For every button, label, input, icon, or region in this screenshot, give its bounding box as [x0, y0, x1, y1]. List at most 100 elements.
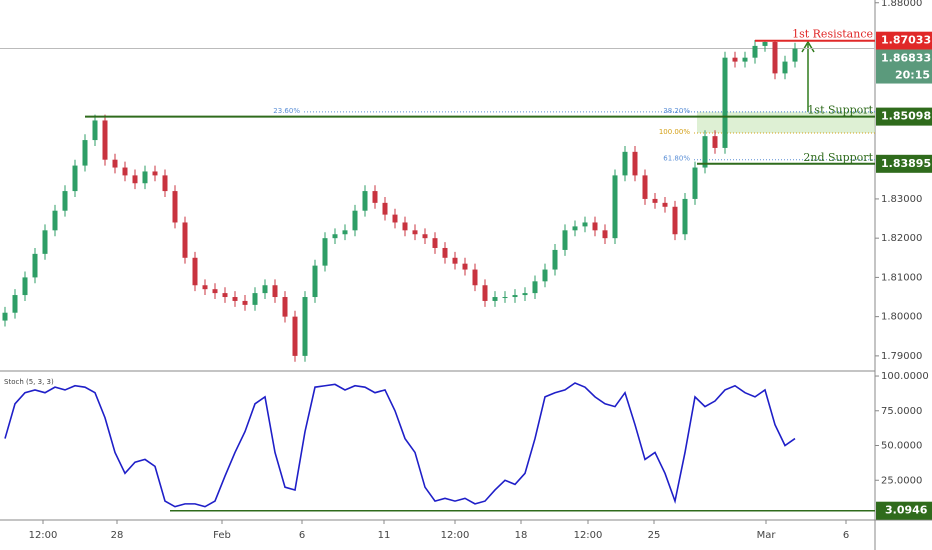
candle-body [522, 293, 528, 296]
fib-label: 100.00% [659, 128, 690, 136]
marker-label: 3.0946 [885, 504, 928, 517]
x-tick-label: 11 [378, 530, 391, 541]
price-box [876, 31, 932, 50]
price-box [876, 107, 932, 126]
candle-body [602, 230, 608, 239]
candle-body [762, 41, 768, 46]
y-tick-label: 75.0000 [881, 406, 922, 417]
y-tick-label: 1.82000 [881, 233, 922, 244]
y-tick-label: 25.0000 [881, 475, 922, 486]
candle-body [52, 210, 58, 231]
x-tick-label: 6 [843, 530, 849, 541]
candle-body [432, 238, 438, 248]
price-box [876, 154, 932, 173]
candle-body [152, 171, 158, 176]
candle-body [502, 297, 508, 299]
candle-body [752, 45, 758, 58]
candle-body [222, 293, 228, 298]
candle-body [582, 222, 588, 227]
candle-body [772, 41, 778, 74]
candle-body [392, 214, 398, 223]
x-tick-label: 12:00 [441, 530, 470, 541]
candle-body [132, 175, 138, 184]
indicator-title: Stoch (5, 3, 3) [4, 378, 54, 386]
y-tick-label: 50.0000 [881, 441, 922, 452]
candle-body [92, 120, 98, 141]
candle-body [252, 293, 258, 305]
candle-body [122, 167, 128, 176]
fib-label: 23.60% [273, 107, 300, 115]
candle-body [702, 136, 708, 168]
candle-body [272, 285, 278, 298]
candle-body [412, 230, 418, 235]
x-tick-label: 12:00 [29, 530, 58, 541]
candle-body [642, 175, 648, 199]
candle-body [182, 222, 188, 258]
candle-body [2, 312, 8, 321]
candle-body [352, 210, 358, 231]
fib-label: 38.20% [663, 107, 690, 115]
candle-body [682, 198, 688, 235]
candle-body [612, 175, 618, 239]
x-tick-label: Feb [213, 530, 231, 541]
price-box-label: 1.87033 [881, 34, 931, 47]
stoch-line [4, 382, 796, 508]
x-tick-label: 25 [648, 530, 661, 541]
candle-body [112, 159, 118, 168]
candle-body [792, 48, 798, 62]
x-tick-label: 6 [299, 530, 305, 541]
candle-body [482, 285, 488, 301]
candle-body [402, 222, 408, 231]
candle-body [362, 191, 368, 211]
candle-body [82, 140, 88, 166]
candle-body [422, 234, 428, 239]
candle-body [572, 226, 578, 231]
candle-body [532, 281, 538, 294]
candle-body [322, 238, 328, 266]
candle-body [382, 202, 388, 215]
candle-body [202, 285, 208, 290]
candle-body [72, 165, 78, 192]
candle-body [292, 316, 298, 356]
candle-body [142, 171, 148, 184]
candle-body [212, 289, 218, 294]
candle-body [162, 175, 168, 192]
candle-body [652, 198, 658, 203]
candle-body [262, 285, 268, 294]
candle-body [312, 265, 318, 298]
fib-label: 61.80% [663, 155, 690, 163]
marker-box [876, 501, 932, 520]
candle-body [302, 297, 308, 356]
level-name: 2nd Support [803, 151, 873, 164]
level-name: 1st Resistance [792, 28, 873, 41]
y-tick-label: 1.88000 [881, 0, 922, 9]
candle-body [232, 297, 238, 301]
last-price-label: 1.86833 [881, 52, 931, 65]
candle-body [562, 230, 568, 250]
countdown: 20:15 [895, 69, 930, 82]
candle-body [22, 277, 28, 296]
candle-body [32, 253, 38, 278]
candle-body [512, 295, 518, 298]
candle-body [12, 295, 18, 313]
candle-body [732, 57, 738, 62]
y-tick-label: 100.0000 [881, 371, 929, 382]
candle-body [542, 269, 548, 282]
price-box-label: 1.85098 [881, 110, 931, 123]
candle-body [242, 300, 248, 305]
candle-body [42, 230, 48, 254]
candle-body [552, 249, 558, 270]
y-tick-label: 1.81000 [881, 272, 922, 283]
candle-body [622, 151, 628, 176]
candle-body [282, 297, 288, 317]
y-tick-label: 1.83000 [881, 194, 922, 205]
candle-body [742, 57, 748, 62]
candle-body [332, 234, 338, 239]
candle-body [592, 222, 598, 231]
price-box-label: 1.83895 [881, 157, 931, 170]
candle-body [452, 257, 458, 264]
candle-body [692, 167, 698, 199]
candle-body [712, 136, 718, 148]
